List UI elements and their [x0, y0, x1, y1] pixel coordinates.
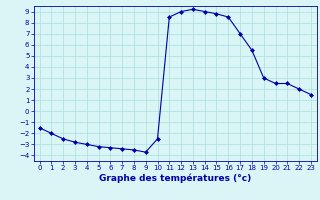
X-axis label: Graphe des températures (°c): Graphe des températures (°c) [99, 174, 251, 183]
